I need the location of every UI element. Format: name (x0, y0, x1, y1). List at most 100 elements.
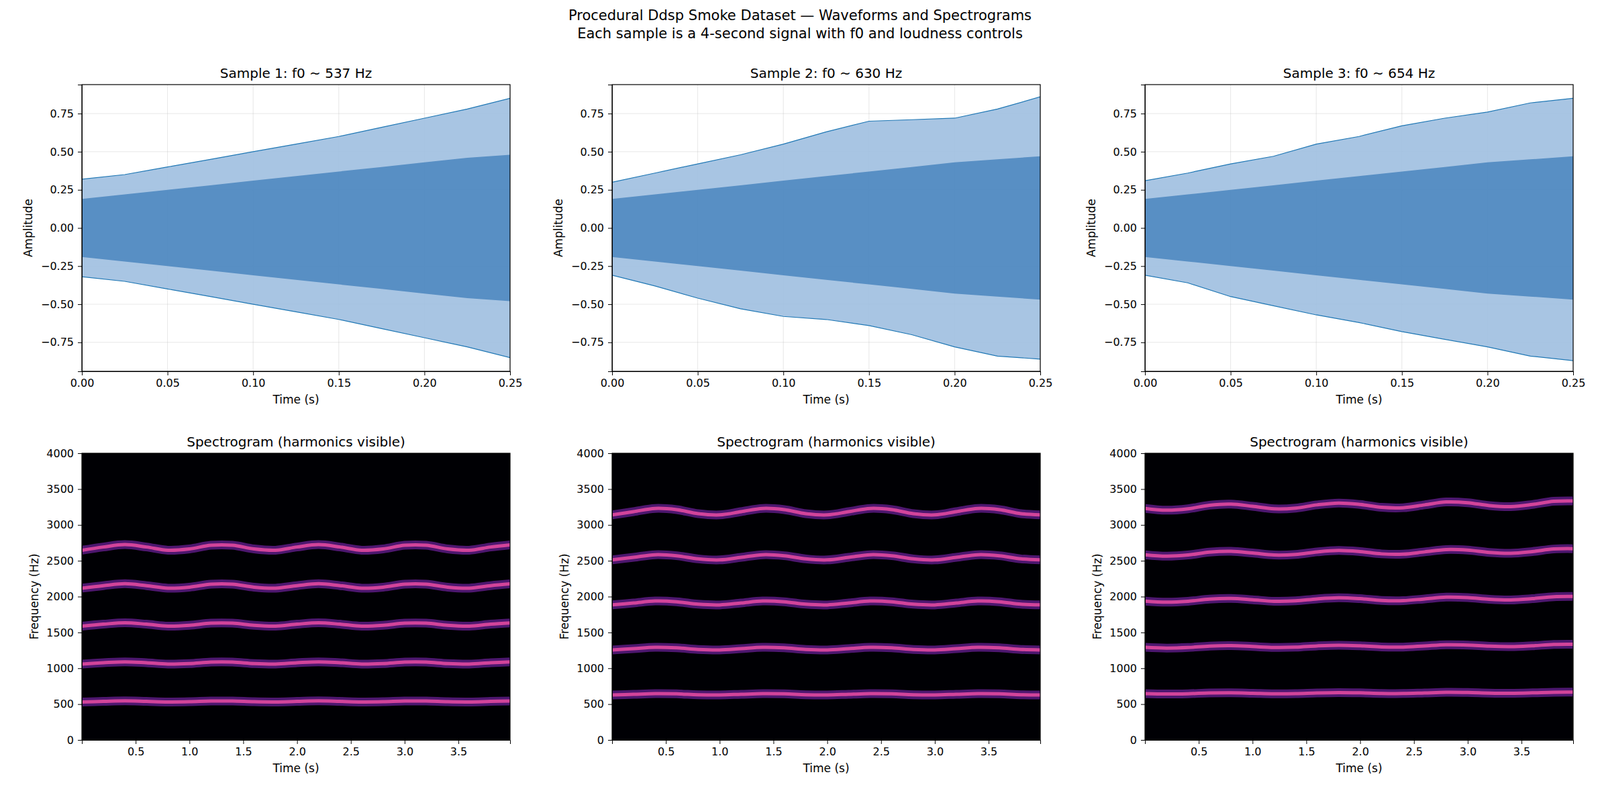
tick: 500 (1116, 697, 1145, 711)
grid (1144, 84, 1574, 372)
tick-label: 0.50 (1112, 145, 1137, 159)
tick: −0.75 (1104, 335, 1145, 349)
tick: 0.10 (241, 371, 266, 390)
tick-mark (77, 596, 82, 598)
tick-mark (697, 371, 699, 376)
harmonic-line (1144, 500, 1574, 511)
tick: 0.15 (326, 371, 352, 390)
harmonic-glow (1144, 691, 1574, 694)
tick-label: 2000 (576, 589, 605, 603)
harmonic-glow (81, 661, 511, 664)
x-axis-title: Time (s) (802, 761, 849, 775)
harmonic-line (612, 508, 1041, 515)
marks (1144, 97, 1574, 361)
tick-mark (424, 371, 425, 376)
tick: 0.15 (1389, 371, 1415, 390)
tick: −0.50 (1104, 297, 1145, 311)
tick: 0.00 (1112, 221, 1145, 235)
tick: 1000 (46, 661, 82, 675)
x-axis: 0.000.050.100.150.200.25 (600, 371, 1054, 390)
harmonic-line (612, 646, 1041, 650)
tick-label: 0.5 (1190, 744, 1208, 758)
tick-mark (608, 113, 613, 115)
tick-mark (77, 667, 82, 669)
tick: 0.50 (579, 145, 613, 159)
tick-label: 0.25 (49, 183, 74, 196)
tick-mark (1140, 632, 1145, 633)
tick-mark (1140, 667, 1145, 669)
tick: 2.5 (873, 739, 890, 758)
tick-mark (351, 739, 352, 744)
tick-label: 4000 (576, 446, 605, 460)
tick-label: 1000 (576, 661, 605, 675)
tick-mark (1140, 304, 1145, 305)
panel: 0.51.01.52.02.53.03.50500100015002000250… (27, 433, 513, 775)
tick-mark (1140, 560, 1145, 562)
tick-mark (1040, 371, 1041, 376)
tick: 0.10 (1304, 371, 1329, 390)
tick: 1.0 (181, 739, 198, 758)
marks (612, 508, 1041, 695)
tick-mark (608, 228, 613, 229)
tick-mark (608, 342, 613, 343)
tick: 0 (67, 733, 82, 747)
tick-mark (608, 189, 613, 191)
tick-mark (404, 739, 406, 744)
tick-label: 0.00 (600, 376, 625, 390)
plot-frame (1144, 453, 1574, 740)
panel-title: Spectrogram (harmonics visible) (186, 433, 406, 450)
tick: 2.5 (1406, 739, 1423, 758)
tick: 0.15 (857, 371, 882, 390)
tick-mark (608, 265, 613, 267)
axis-line (1145, 740, 1574, 745)
tick-label: 1.0 (1244, 744, 1262, 758)
tick-label: 0.00 (1112, 221, 1137, 235)
tick-mark (242, 739, 244, 744)
tick-mark (1316, 371, 1317, 376)
tick-label: 4000 (1109, 446, 1137, 460)
tick-mark (934, 739, 936, 744)
tick-label: 2.5 (1406, 744, 1423, 758)
tick: 1.0 (1244, 739, 1262, 758)
tick-mark (77, 704, 82, 705)
x-axis: 0.51.01.52.02.53.03.5 (1145, 739, 1574, 758)
tick-mark (1140, 342, 1145, 343)
tick-mark (1414, 739, 1415, 744)
tick-mark (608, 151, 613, 153)
tick-label: 3000 (576, 518, 605, 531)
harmonic-glow (81, 583, 511, 588)
tick-mark (77, 304, 82, 305)
plot-background (81, 453, 511, 740)
tick: 0.25 (49, 183, 82, 196)
tick-mark (1252, 739, 1254, 744)
tick-label: 1.5 (1297, 744, 1315, 758)
tick-mark (1198, 739, 1200, 744)
tick-mark (1140, 524, 1145, 526)
tick-mark (77, 342, 82, 343)
tick: 3.0 (396, 739, 414, 758)
tick-mark (608, 304, 613, 305)
tick-label: 0.00 (1133, 376, 1158, 390)
tick-label: 1000 (1109, 661, 1137, 675)
harmonic-line (612, 600, 1041, 605)
tick-mark (77, 113, 82, 115)
y-axis: 05001000150020002500300035004000 (46, 446, 82, 747)
tick: 1.0 (711, 739, 729, 758)
x-axis: 0.000.050.100.150.200.25 (1133, 371, 1586, 390)
y-axis: 05001000150020002500300035004000 (1109, 446, 1145, 747)
tick: 2500 (1109, 554, 1145, 568)
tick-mark (1140, 488, 1145, 490)
tick: −0.25 (571, 259, 613, 273)
tick: 0.05 (1218, 371, 1243, 390)
panel: 0.000.050.100.150.200.25−0.75−0.50−0.250… (21, 65, 523, 407)
tick-label: 3.5 (980, 744, 998, 758)
tick-mark (1230, 371, 1232, 376)
tick-mark (1573, 371, 1574, 376)
tick: 1.5 (1297, 739, 1315, 758)
tick-label: 0.5 (657, 744, 675, 758)
tick-label: 0.50 (49, 145, 74, 159)
tick: 0.20 (942, 371, 968, 390)
axis-line (612, 371, 1041, 376)
panel: 0.000.050.100.150.200.25−0.75−0.50−0.250… (551, 65, 1053, 407)
axis-line (82, 371, 511, 376)
